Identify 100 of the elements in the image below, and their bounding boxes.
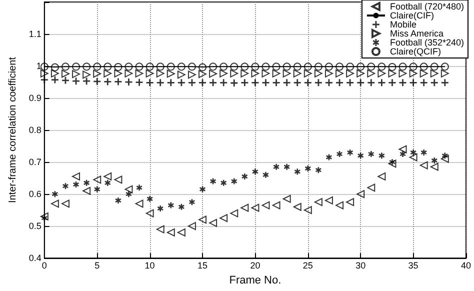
point bbox=[220, 180, 227, 186]
y-axis-title: Inter-frame correlation coefficient bbox=[8, 56, 18, 204]
point bbox=[241, 79, 248, 86]
point bbox=[346, 79, 354, 86]
point bbox=[242, 173, 248, 180]
point bbox=[231, 178, 238, 184]
x-tick-label: 30 bbox=[356, 260, 366, 271]
point bbox=[210, 79, 217, 86]
point bbox=[104, 62, 112, 71]
point bbox=[51, 76, 58, 84]
point bbox=[188, 199, 195, 206]
point bbox=[398, 62, 407, 71]
point bbox=[388, 160, 396, 168]
point bbox=[209, 70, 218, 78]
point bbox=[314, 79, 322, 86]
point bbox=[398, 69, 407, 78]
point bbox=[262, 172, 269, 178]
point bbox=[41, 215, 48, 222]
y-tick-label: 1.1 bbox=[28, 29, 42, 40]
point bbox=[431, 157, 438, 164]
point bbox=[420, 161, 428, 170]
point bbox=[272, 201, 280, 210]
x-tick-label: 10 bbox=[144, 260, 155, 271]
point bbox=[293, 69, 302, 78]
point bbox=[82, 62, 91, 71]
point bbox=[442, 152, 448, 159]
point bbox=[368, 79, 375, 86]
point bbox=[166, 70, 175, 78]
point bbox=[388, 62, 396, 71]
point bbox=[220, 214, 228, 222]
point bbox=[346, 69, 354, 78]
point bbox=[420, 69, 428, 78]
point bbox=[367, 62, 376, 71]
point bbox=[52, 191, 58, 198]
point bbox=[50, 69, 59, 78]
point bbox=[314, 69, 322, 78]
point bbox=[220, 79, 228, 86]
point bbox=[230, 69, 238, 78]
y-tick-label: 0.7 bbox=[28, 157, 42, 168]
point bbox=[136, 184, 142, 191]
point bbox=[325, 79, 332, 86]
x-tick-label: 5 bbox=[94, 260, 100, 271]
point bbox=[346, 198, 354, 206]
point bbox=[272, 79, 280, 86]
point bbox=[336, 62, 344, 71]
point bbox=[440, 69, 449, 78]
point bbox=[304, 79, 312, 86]
point bbox=[420, 79, 428, 86]
point bbox=[262, 62, 270, 71]
point bbox=[282, 62, 291, 71]
point bbox=[368, 151, 374, 158]
point bbox=[367, 69, 376, 78]
point bbox=[168, 202, 174, 208]
point bbox=[294, 168, 300, 175]
point bbox=[410, 149, 416, 156]
point bbox=[430, 79, 438, 86]
point bbox=[378, 152, 385, 159]
y-tick-label: 0.5 bbox=[28, 221, 42, 232]
point bbox=[83, 78, 90, 85]
point bbox=[251, 204, 260, 212]
point bbox=[430, 162, 438, 171]
point bbox=[347, 149, 354, 156]
point bbox=[346, 62, 354, 71]
point bbox=[304, 69, 312, 78]
point bbox=[409, 153, 418, 162]
point bbox=[399, 79, 406, 86]
point bbox=[389, 159, 396, 166]
point bbox=[104, 78, 112, 86]
point bbox=[251, 62, 260, 71]
point bbox=[230, 79, 238, 86]
point bbox=[72, 172, 80, 180]
point bbox=[378, 172, 386, 180]
point bbox=[388, 79, 396, 86]
x-tick-label: 15 bbox=[197, 260, 208, 271]
point bbox=[157, 205, 164, 212]
point bbox=[357, 79, 364, 86]
point bbox=[324, 62, 333, 71]
point bbox=[252, 79, 259, 86]
point bbox=[124, 185, 133, 194]
point bbox=[156, 69, 164, 78]
point bbox=[356, 69, 365, 78]
point bbox=[104, 180, 111, 186]
point bbox=[240, 62, 249, 71]
point bbox=[304, 165, 311, 172]
point bbox=[199, 79, 206, 86]
point bbox=[304, 206, 312, 214]
y-tick-label: 0.6 bbox=[28, 189, 42, 200]
point bbox=[252, 168, 258, 175]
point bbox=[293, 62, 302, 71]
x-tick-label: 20 bbox=[250, 260, 260, 271]
point bbox=[125, 78, 132, 86]
point bbox=[72, 62, 80, 71]
point bbox=[324, 196, 333, 204]
legend-label: Football (352*240) bbox=[390, 38, 464, 48]
point bbox=[262, 201, 270, 210]
point bbox=[146, 62, 154, 71]
point bbox=[73, 181, 80, 188]
point bbox=[230, 209, 238, 218]
point bbox=[94, 78, 101, 85]
point bbox=[388, 69, 396, 78]
